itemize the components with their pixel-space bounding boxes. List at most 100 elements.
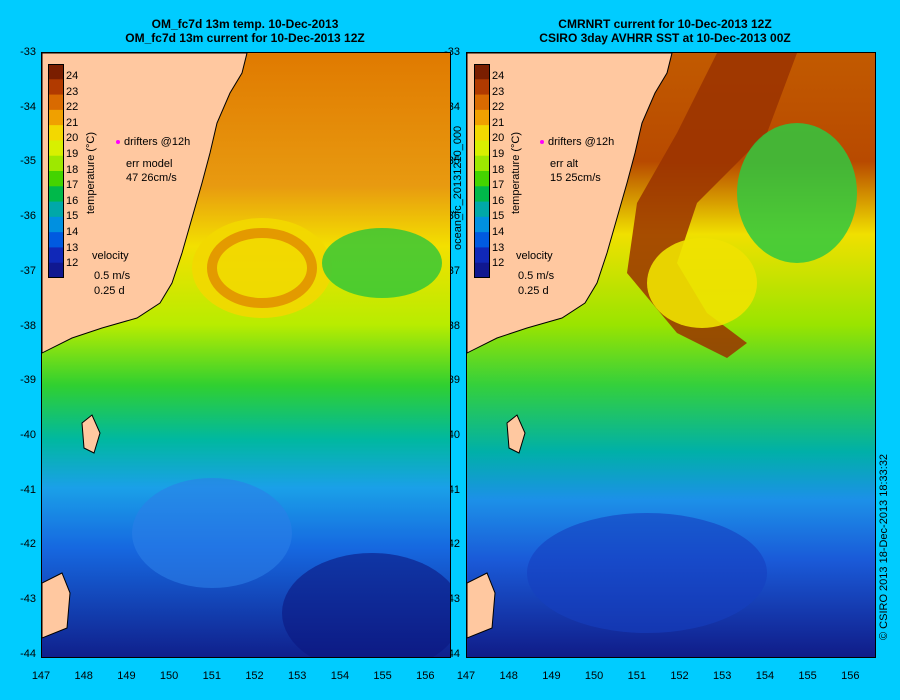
colorbar-tick-label: 19: [66, 148, 79, 160]
y-tick-label: -41: [20, 483, 36, 496]
y-tick-label: -35: [20, 155, 36, 168]
colorbar-swatch: [48, 125, 64, 141]
x-tick-label: 155: [373, 670, 392, 682]
right-velocity-scale: 0.5 m/s: [518, 270, 555, 282]
left-map-panel[interactable]: [41, 52, 451, 658]
right-title: CMRNRT current for 10-Dec-2013 12Z CSIRO…: [500, 17, 830, 45]
x-tick-label: 153: [713, 670, 732, 682]
colorbar-swatch: [474, 109, 490, 126]
y-tick-label: -44: [20, 647, 36, 660]
y-tick-label: -34: [20, 100, 36, 113]
y-tick-label: -39: [20, 374, 36, 387]
colorbar-swatch: [474, 201, 490, 218]
x-tick-label: 147: [31, 670, 51, 682]
x-tick-label: 151: [627, 670, 646, 682]
x-tick-label: 154: [755, 670, 775, 682]
right-velocity-time: 0.25 d: [518, 285, 549, 297]
right-err-label: err alt: [550, 158, 579, 170]
left-temperature-colorbar: [48, 64, 64, 278]
run-id-label: ocean_fc_20131210_000: [452, 125, 464, 250]
x-tick-label: 151: [202, 670, 221, 682]
right-title-line2: CSIRO 3day AVHRR SST at 10-Dec-2013 00Z: [539, 31, 791, 45]
colorbar-swatch: [474, 232, 490, 248]
x-tick-label: 152: [245, 670, 264, 682]
colorbar-swatch: [474, 155, 490, 172]
colorbar-tick-label: 17: [66, 179, 79, 192]
right-velocity-label: velocity: [516, 250, 553, 262]
right-map-panel[interactable]: [466, 52, 876, 658]
colorbar-tick-label: 12: [492, 257, 505, 270]
colorbar-tick-label: 17: [492, 179, 505, 192]
colorbar-tick-label: 21: [492, 116, 505, 129]
colorbar-tick-label: 23: [66, 85, 79, 98]
x-tick-label: 150: [584, 670, 604, 682]
left-velocity-time: 0.25 d: [94, 285, 125, 297]
copyright-label: © CSIRO 2013 18-Dec-2013 18:33:32: [878, 453, 890, 640]
drifter-marker-icon: [540, 140, 544, 145]
right-temperature-colorbar: [474, 64, 490, 278]
left-err-label: err model: [126, 158, 173, 170]
colorbar-swatch: [474, 79, 490, 96]
colorbar-tick-label: 22: [66, 101, 79, 114]
x-tick-label: 155: [798, 670, 817, 682]
right-sst-map: [467, 53, 875, 657]
colorbar-swatch: [48, 64, 64, 80]
colorbar-tick-label: 18: [66, 163, 79, 176]
x-tick-label: 152: [670, 670, 689, 682]
colorbar-swatch: [48, 201, 64, 218]
left-err-value: 47 26cm/s: [126, 172, 177, 184]
x-tick-label: 153: [288, 670, 307, 682]
colorbar-swatch: [48, 216, 64, 233]
colorbar-swatch: [474, 64, 490, 80]
x-tick-label: 149: [542, 670, 561, 682]
colorbar-tick-label: 24: [492, 70, 505, 82]
colorbar-tick-label: 14: [66, 226, 79, 238]
y-tick-label: -40: [20, 428, 36, 441]
y-tick-label: -38: [20, 319, 36, 332]
left-title: OM_fc7d 13m temp. 10-Dec-2013 OM_fc7d 13…: [80, 17, 410, 45]
left-title-line2: OM_fc7d 13m current for 10-Dec-2013 12Z: [125, 31, 365, 45]
colorbar-swatch: [474, 247, 490, 264]
colorbar-tick-label: 21: [66, 116, 79, 129]
colorbar-swatch: [48, 79, 64, 96]
colorbar-tick-label: 16: [66, 194, 79, 207]
right-drifters-legend: drifters @12h: [540, 136, 614, 149]
x-tick-label: 148: [74, 670, 93, 682]
colorbar-tick-label: 15: [66, 210, 79, 223]
colorbar-swatch: [48, 94, 64, 111]
colorbar-tick-label: 20: [492, 132, 505, 145]
colorbar-swatch: [474, 171, 490, 187]
y-tick-label: -42: [20, 538, 36, 551]
y-tick-label: -37: [20, 264, 36, 277]
colorbar-swatch: [474, 125, 490, 141]
colorbar-swatch: [48, 262, 64, 278]
colorbar-tick-label: 19: [492, 148, 505, 160]
x-tick-label: 148: [499, 670, 518, 682]
colorbar-swatch: [474, 94, 490, 111]
colorbar-swatch: [474, 262, 490, 278]
colorbar-tick-label: 18: [492, 163, 505, 176]
y-tick-label: -33: [20, 46, 36, 58]
x-tick-label: 154: [330, 670, 350, 682]
left-sst-map: [42, 53, 450, 657]
x-tick-label: 156: [416, 670, 435, 682]
x-tick-label: 150: [159, 670, 179, 682]
colorbar-tick-label: 14: [492, 226, 505, 238]
colorbar-tick-label: 13: [492, 241, 505, 254]
colorbar-frame: [474, 64, 490, 278]
x-tick-label: 149: [117, 670, 136, 682]
drifter-marker-icon: [116, 140, 120, 145]
x-tick-label: 147: [456, 670, 476, 682]
left-velocity-label: velocity: [92, 250, 129, 262]
y-tick-label: -43: [20, 593, 36, 605]
colorbar-swatch: [48, 171, 64, 187]
colorbar-swatch: [48, 247, 64, 264]
y-tick-label: -36: [20, 210, 36, 223]
left-drifters-legend: drifters @12h: [116, 136, 190, 149]
right-colorbar-unit: temperature (°C): [510, 131, 522, 214]
x-tick-label: 156: [841, 670, 860, 682]
left-colorbar-unit: temperature (°C): [85, 131, 97, 214]
colorbar-swatch: [48, 155, 64, 172]
colorbar-tick-label: 24: [66, 70, 79, 82]
colorbar-tick-label: 15: [492, 210, 505, 223]
